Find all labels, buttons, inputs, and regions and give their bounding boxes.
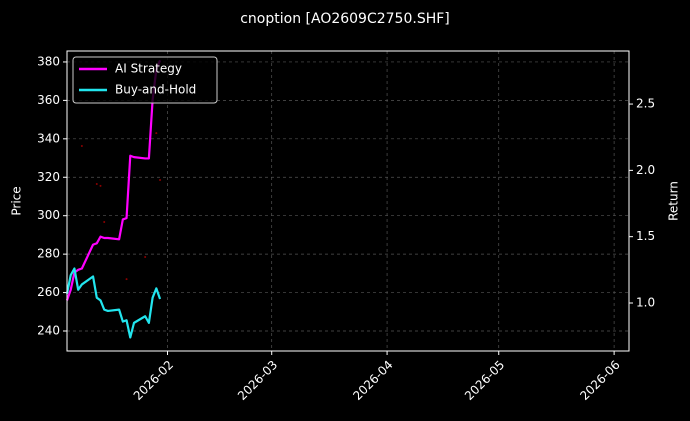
price-point (80, 144, 83, 147)
price-point (103, 221, 106, 224)
y2-tick-label: 2.0 (636, 163, 655, 177)
series-line (65, 267, 162, 339)
y2-tick-label: 2.5 (636, 97, 655, 111)
price-point (125, 278, 128, 281)
y-tick-label: 360 (37, 93, 60, 107)
plot-frame (66, 50, 630, 352)
y-axis-label: Price (10, 186, 24, 215)
y2-tick-label: 1.5 (636, 229, 655, 243)
series-line (65, 59, 162, 301)
price-point (155, 132, 158, 135)
price-point (159, 178, 162, 181)
chart-title: cnoption [AO2609C2750.SHF] (240, 11, 450, 27)
y-tick-label: 240 (37, 324, 60, 338)
legend-label: AI Strategy (115, 62, 182, 76)
y-tick-label: 300 (37, 208, 60, 222)
y2-tick-label: 1.0 (636, 295, 655, 309)
price-point (99, 184, 102, 187)
y-tick-label: 260 (37, 285, 60, 299)
y2-axis-label: Return (667, 181, 681, 221)
legend: AI Strategy Buy-and-Hold (72, 56, 218, 104)
y-tick-label: 340 (37, 131, 60, 145)
price-point (95, 182, 98, 185)
legend-label: Buy-and-Hold (115, 83, 196, 97)
y-tick-label: 280 (37, 247, 60, 261)
legend-box (72, 56, 218, 104)
y-tick-label: 380 (37, 54, 60, 68)
price-point (144, 256, 147, 259)
y-tick-label: 320 (37, 170, 60, 184)
